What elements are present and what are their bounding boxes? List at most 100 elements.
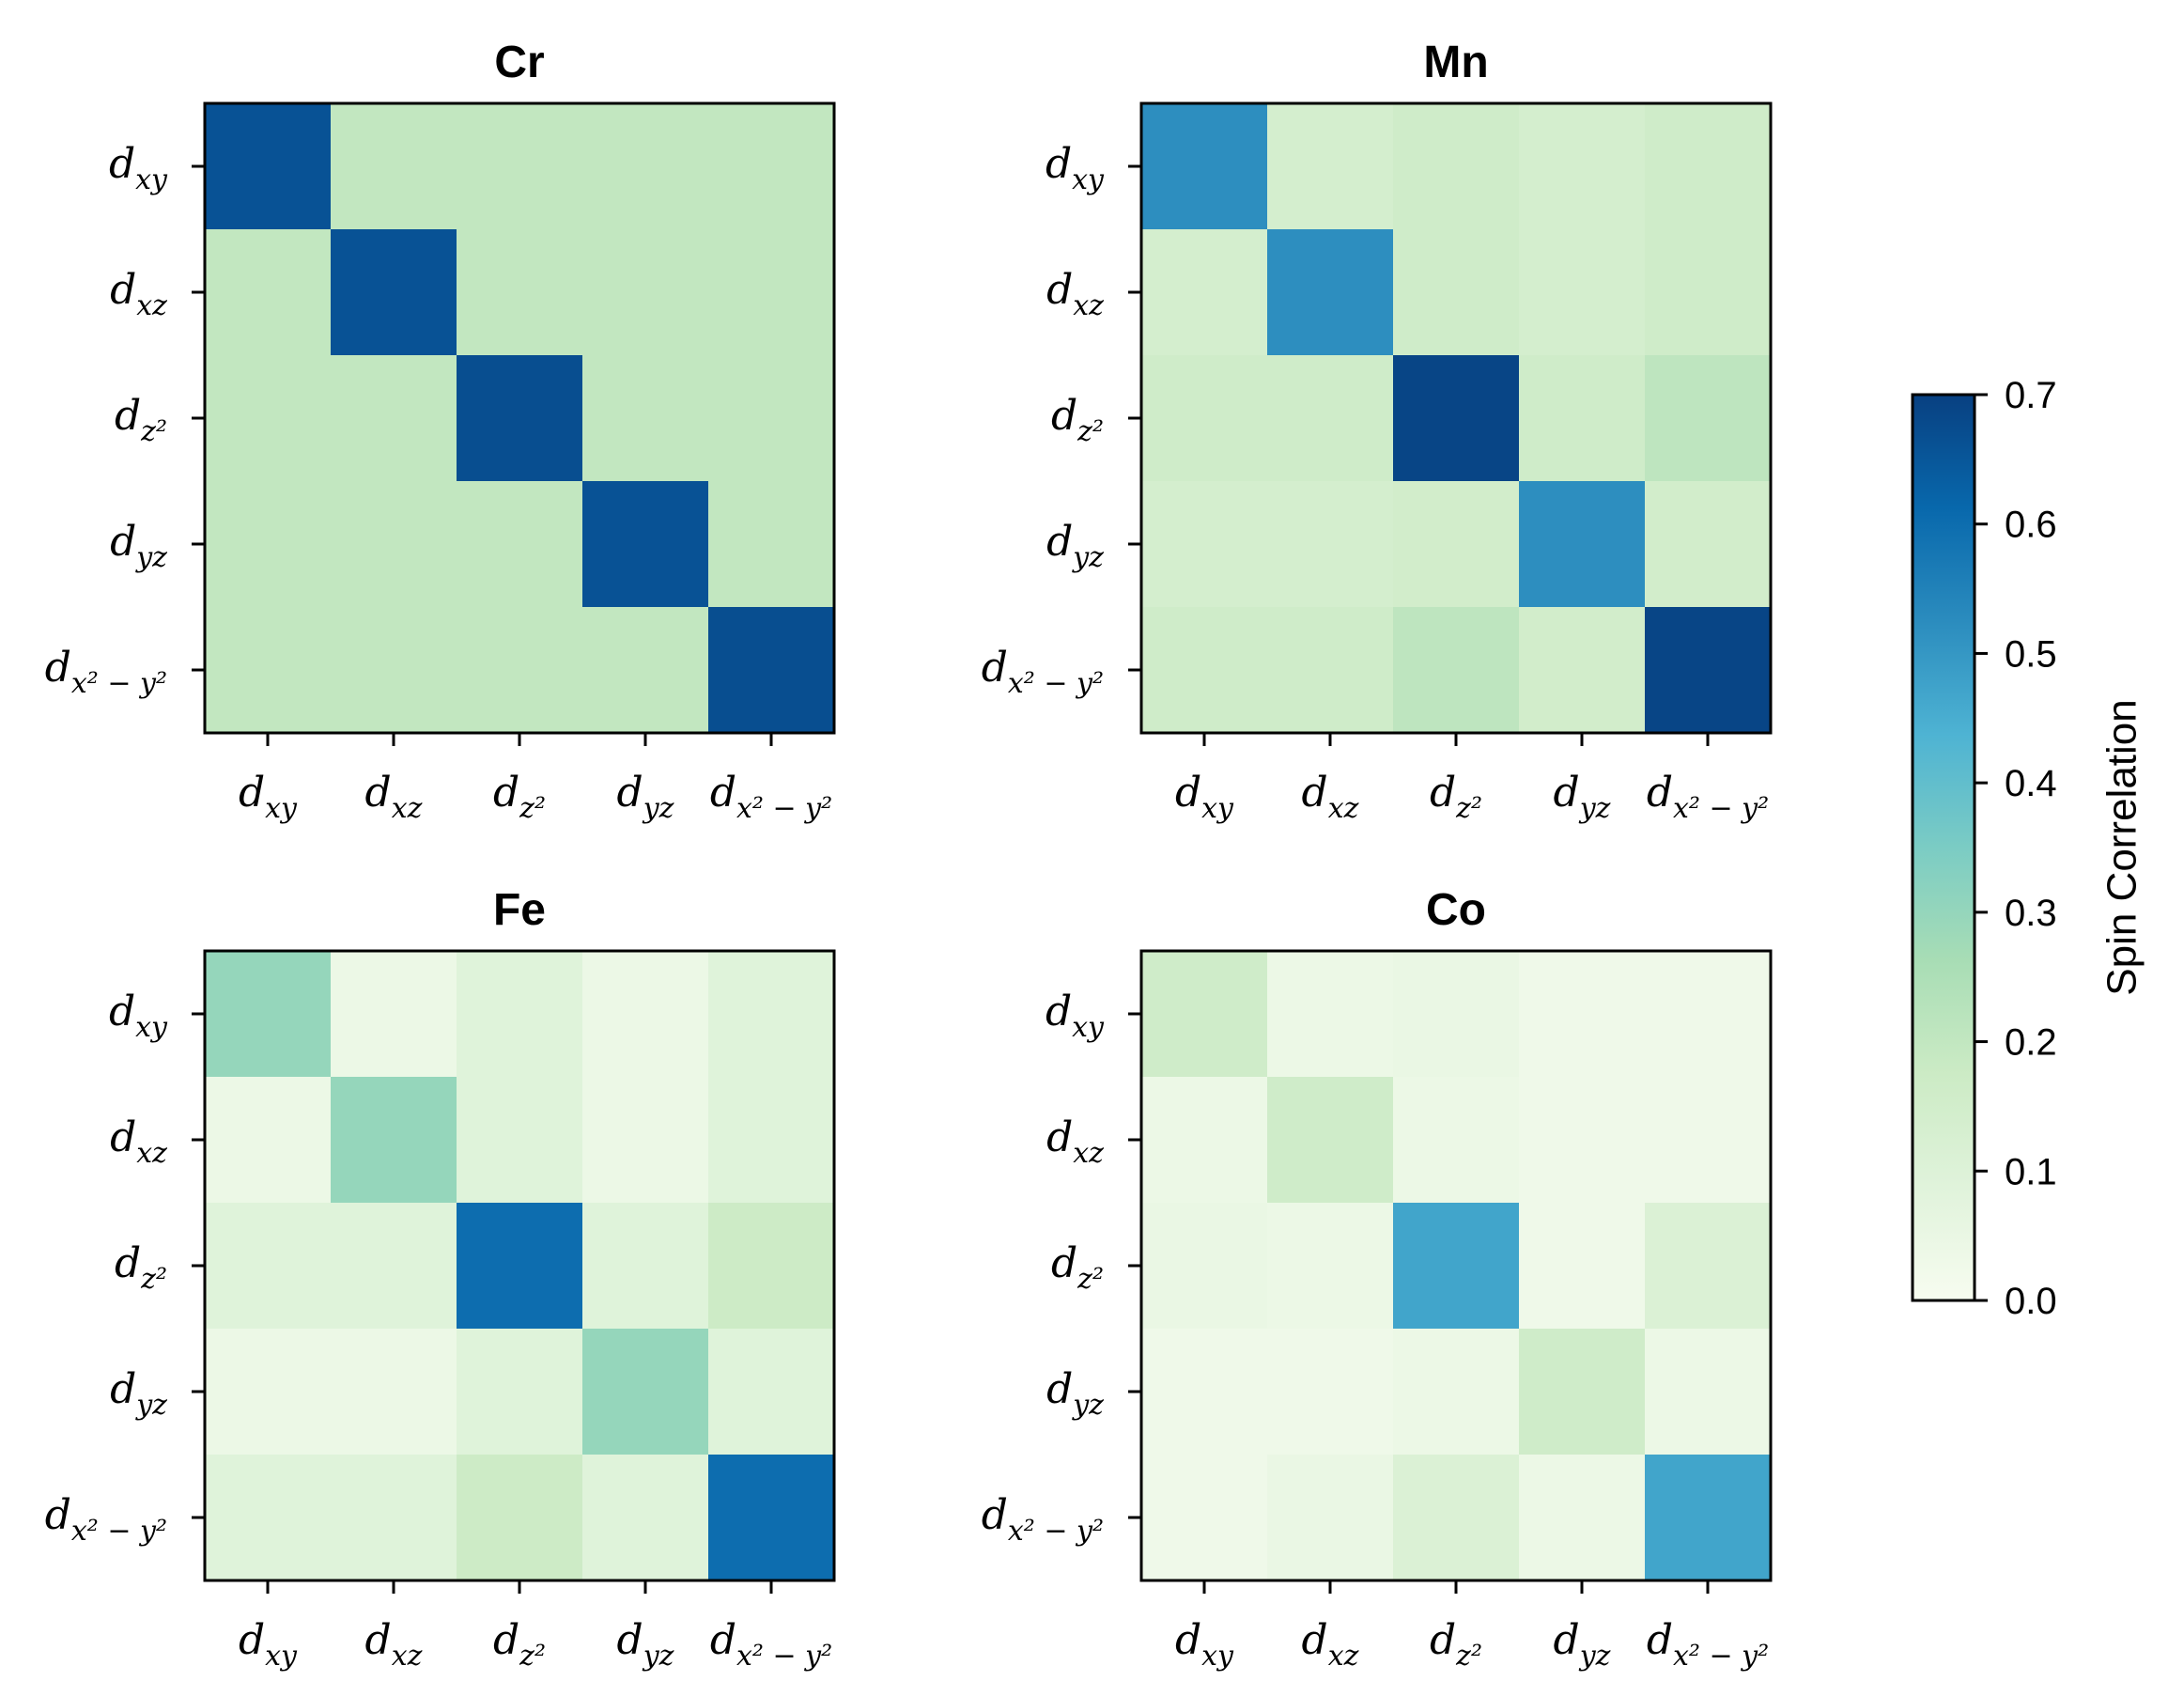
cell-co-r2-c0 bbox=[1141, 1203, 1268, 1330]
cell-mn-r2-c4 bbox=[1645, 355, 1772, 482]
cell-cr-r1-c1 bbox=[331, 229, 457, 356]
cell-co-r3-c4 bbox=[1645, 1329, 1772, 1455]
cell-co-r0-c4 bbox=[1645, 951, 1772, 1078]
cell-co-r0-c0 bbox=[1141, 951, 1268, 1078]
cell-cr-r4-c2 bbox=[457, 607, 583, 734]
cell-fe-r1-c2 bbox=[457, 1077, 583, 1204]
cell-co-r2-c2 bbox=[1393, 1203, 1520, 1330]
cell-mn-r4-c3 bbox=[1519, 607, 1646, 734]
cell-co-r3-c1 bbox=[1267, 1329, 1394, 1455]
cell-fe-r3-c2 bbox=[457, 1329, 583, 1455]
x-tick-label: dxz bbox=[365, 769, 423, 825]
cell-fe-r1-c4 bbox=[708, 1077, 835, 1204]
cell-cr-r4-c1 bbox=[331, 607, 457, 734]
cell-cr-r3-c3 bbox=[582, 481, 709, 608]
y-tick-label: dxy bbox=[109, 988, 168, 1044]
cell-co-r4-c4 bbox=[1645, 1455, 1772, 1581]
cell-mn-r0-c4 bbox=[1645, 103, 1772, 230]
x-tick-label: dz² bbox=[1430, 1616, 1482, 1673]
cell-co-r3-c3 bbox=[1519, 1329, 1646, 1455]
cell-fe-r1-c0 bbox=[205, 1077, 332, 1204]
x-tick-label: dxz bbox=[1302, 1616, 1359, 1673]
panel-cr: Cr dxy dxy dxz dxz dz² dz² dyz dyz dx² − y² dx² − … bbox=[45, 38, 836, 825]
cell-co-r2-c3 bbox=[1519, 1203, 1646, 1330]
colorbar-tick-label: 0.3 bbox=[2005, 893, 2057, 934]
x-tick-label: dxy bbox=[1175, 769, 1234, 825]
cell-co-r1-c4 bbox=[1645, 1077, 1772, 1204]
cell-fe-r0-c3 bbox=[582, 951, 709, 1078]
cell-co-r4-c0 bbox=[1141, 1455, 1268, 1581]
panel-mn: Mn dxy dxy dxz dxz dz² dz² dyz dyz dx² − y² dx² − … bbox=[982, 38, 1773, 825]
colorbar-gradient bbox=[1911, 393, 1976, 1302]
panel-title: Co bbox=[1426, 885, 1486, 935]
x-tick-label: dxy bbox=[239, 1616, 298, 1673]
x-tick-label: dz² bbox=[493, 1616, 546, 1673]
cell-cr-r2-c2 bbox=[457, 355, 583, 482]
cell-mn-r3-c2 bbox=[1393, 481, 1520, 608]
colorbar-tick-label: 0.2 bbox=[2005, 1022, 2057, 1064]
x-tick-label: dyz bbox=[1554, 769, 1611, 825]
cell-cr-r1-c4 bbox=[708, 229, 835, 356]
cell-co-r0-c1 bbox=[1267, 951, 1394, 1078]
y-tick-label: dxy bbox=[109, 140, 168, 196]
colorbar-ticks: 0.0 0.1 0.2 0.3 0.4 0.5 0.6 0.7 bbox=[1975, 375, 2057, 1322]
cell-mn-r4-c4 bbox=[1645, 607, 1772, 734]
cell-mn-r2-c1 bbox=[1267, 355, 1394, 482]
cell-fe-r4-c1 bbox=[331, 1455, 457, 1581]
cell-cr-r1-c2 bbox=[457, 229, 583, 356]
cell-fe-r0-c4 bbox=[708, 951, 835, 1078]
x-tick-label: dz² bbox=[493, 769, 546, 825]
y-tick-label: dx² − y² bbox=[982, 644, 1104, 700]
cell-fe-r3-c3 bbox=[582, 1329, 709, 1455]
cell-co-r2-c4 bbox=[1645, 1203, 1772, 1330]
cell-mn-r4-c1 bbox=[1267, 607, 1394, 734]
cell-cr-r4-c4 bbox=[708, 607, 835, 734]
colorbar-tick-label: 0.4 bbox=[2005, 763, 2057, 804]
cell-cr-r2-c1 bbox=[331, 355, 457, 482]
y-tick-label: dyz bbox=[110, 518, 167, 574]
x-tick-label: dxz bbox=[1302, 769, 1359, 825]
x-tick-label: dyz bbox=[1554, 1616, 1611, 1673]
y-tick-label: dx² − y² bbox=[45, 644, 167, 700]
cell-mn-r0-c3 bbox=[1519, 103, 1646, 230]
cell-fe-r0-c2 bbox=[457, 951, 583, 1078]
cell-fe-r4-c0 bbox=[205, 1455, 332, 1581]
cell-mn-r1-c2 bbox=[1393, 229, 1520, 356]
cell-co-r1-c2 bbox=[1393, 1077, 1520, 1204]
cell-cr-r0-c0 bbox=[205, 103, 332, 230]
cell-mn-r3-c1 bbox=[1267, 481, 1394, 608]
y-tick-label: dyz bbox=[110, 1365, 167, 1422]
cell-cr-r4-c0 bbox=[205, 607, 332, 734]
cell-mn-r1-c0 bbox=[1141, 229, 1268, 356]
cell-co-r3-c2 bbox=[1393, 1329, 1520, 1455]
cell-cr-r2-c0 bbox=[205, 355, 332, 482]
cell-mn-r3-c0 bbox=[1141, 481, 1268, 608]
y-tick-label: dxz bbox=[110, 266, 167, 322]
cell-mn-r1-c1 bbox=[1267, 229, 1394, 356]
cell-mn-r3-c4 bbox=[1645, 481, 1772, 608]
cell-mn-r1-c4 bbox=[1645, 229, 1772, 356]
y-tick-label: dyz bbox=[1046, 1365, 1104, 1422]
cell-mn-r4-c0 bbox=[1141, 607, 1268, 734]
cell-co-r4-c2 bbox=[1393, 1455, 1520, 1581]
cell-cr-r0-c1 bbox=[331, 103, 457, 230]
colorbar-tick-label: 0.1 bbox=[2005, 1151, 2057, 1192]
colorbar-tick-label: 0.7 bbox=[2005, 375, 2057, 416]
panel-title: Mn bbox=[1423, 38, 1488, 87]
cell-mn-r0-c0 bbox=[1141, 103, 1268, 230]
cell-fe-r2-c1 bbox=[331, 1203, 457, 1330]
y-tick-label: dxy bbox=[1046, 140, 1105, 196]
panel-fe: Fe dxy dxy dxz dxz dz² dz² dyz dyz dx² − y² dx² − … bbox=[45, 885, 836, 1673]
cell-cr-r0-c4 bbox=[708, 103, 835, 230]
colorbar: 0.0 0.1 0.2 0.3 0.4 0.5 0.6 0.7 Spin Correlatio… bbox=[1911, 375, 2145, 1322]
cell-co-r2-c1 bbox=[1267, 1203, 1394, 1330]
y-tick-label: dxy bbox=[1046, 988, 1105, 1044]
cell-fe-r3-c4 bbox=[708, 1329, 835, 1455]
x-tick-label: dxz bbox=[365, 1616, 423, 1673]
cell-co-r3-c0 bbox=[1141, 1329, 1268, 1455]
cell-mn-r0-c2 bbox=[1393, 103, 1520, 230]
y-tick-label: dz² bbox=[115, 1239, 167, 1296]
x-tick-label: dx² − y² bbox=[710, 769, 832, 825]
colorbar-label: Spin Correlation bbox=[2099, 699, 2145, 996]
cell-fe-r4-c3 bbox=[582, 1455, 709, 1581]
